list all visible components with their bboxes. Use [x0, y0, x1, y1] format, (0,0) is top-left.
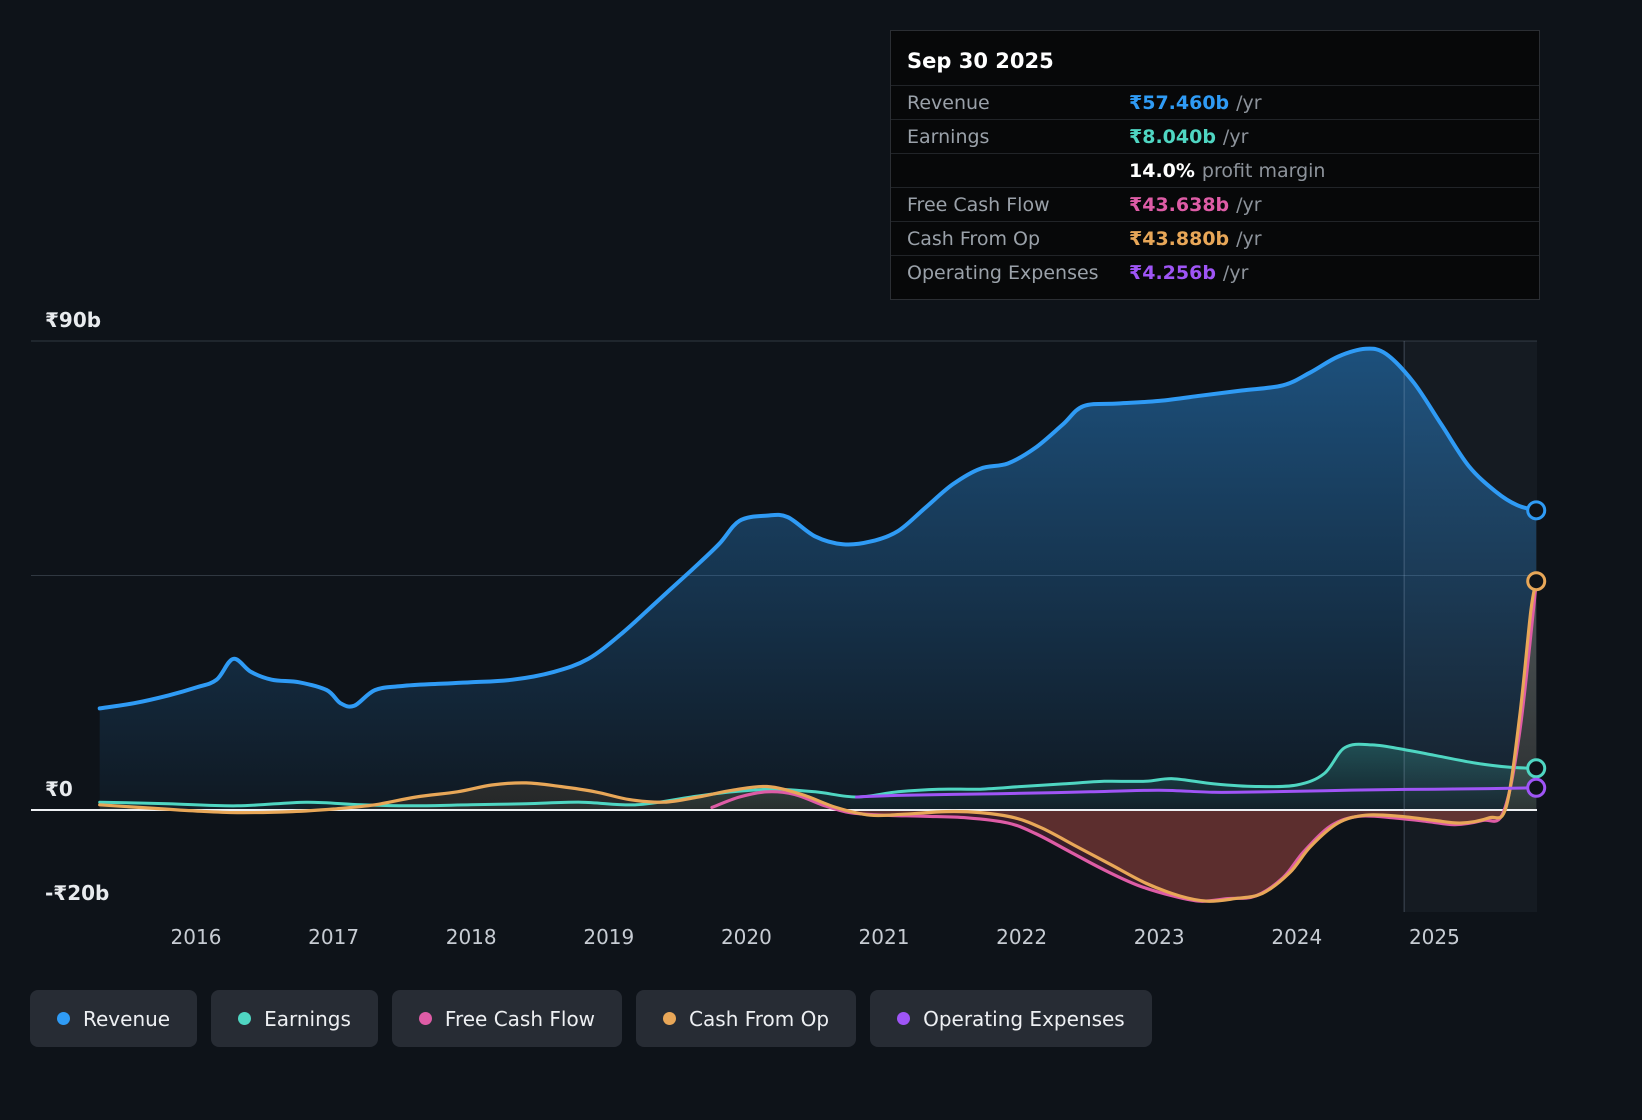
x-tick-label: 2019 [583, 925, 634, 949]
operating-expenses-line [855, 786, 1538, 799]
legend-label: Cash From Op [689, 1006, 830, 1031]
free-cash-flow-dot-icon [418, 1012, 432, 1025]
tooltip-value-suffix: /yr [1236, 91, 1262, 114]
x-tick-label: 2017 [308, 925, 359, 949]
tooltip-row-value: ₹4.256b/yr [1129, 262, 1523, 284]
x-tick-label: 2020 [721, 925, 772, 949]
tooltip-row-label: Cash From Op [907, 227, 1041, 250]
y-tick-label: -₹20b [45, 881, 109, 905]
legend-item-revenue[interactable]: Revenue [30, 990, 198, 1047]
tooltip-row-operating-expenses: Operating Expenses ₹4.256b/yr [891, 255, 1539, 289]
tooltip-row-value: ₹43.638b/yr [1129, 194, 1523, 216]
tooltip-value-number: ₹43.880b [1129, 227, 1230, 250]
tooltip-value-number: 14.0% [1129, 159, 1195, 182]
legend-item-operating-expenses[interactable]: Operating Expenses [870, 990, 1152, 1047]
tooltip-row-profit-margin: 14.0% profit margin [891, 153, 1539, 187]
tooltip-value-suffix: /yr [1222, 261, 1249, 284]
tooltip-value-number: ₹4.256b [1129, 261, 1216, 284]
legend-label: Free Cash Flow [444, 1006, 596, 1031]
legend-label: Revenue [83, 1006, 171, 1031]
revenue-endpoint-marker [1526, 500, 1547, 521]
tooltip-row-label: Operating Expenses [907, 261, 1099, 284]
tooltip-value-suffix: profit margin [1201, 159, 1326, 182]
legend-label: Operating Expenses [923, 1006, 1125, 1031]
chart-legend: Revenue Earnings Free Cash Flow Cash Fro… [30, 990, 1152, 1047]
tooltip-date: Sep 30 2025 [907, 49, 1054, 73]
revenue-dot-icon [57, 1012, 70, 1025]
revenue-line [97, 346, 1539, 711]
y-tick-label: ₹90b [45, 308, 101, 332]
operating-expenses-endpoint-marker [1526, 777, 1547, 798]
legend-item-free-cash-flow[interactable]: Free Cash Flow [391, 990, 623, 1047]
y-tick-label: ₹0 [45, 777, 73, 801]
x-tick-label: 2016 [171, 925, 222, 949]
tooltip-value-number: ₹43.638b [1129, 193, 1230, 216]
tooltip-row-value: 14.0% profit margin [1129, 160, 1523, 182]
earnings-line [98, 742, 1538, 808]
tooltip-row-value: ₹43.880b/yr [1129, 228, 1523, 250]
operating-expenses-dot-icon [897, 1012, 911, 1025]
tooltip-value-suffix: /yr [1236, 193, 1262, 216]
x-tick-label: 2022 [996, 925, 1047, 949]
legend-item-earnings[interactable]: Earnings [211, 990, 378, 1047]
tooltip-row-value: ₹57.460b/yr [1129, 92, 1523, 114]
tooltip-row-earnings: Earnings ₹8.040b/yr [891, 119, 1539, 153]
cash-from-op-endpoint-marker [1526, 571, 1547, 592]
tooltip-value-suffix: /yr [1236, 227, 1262, 250]
tooltip-row-free-cash-flow: Free Cash Flow ₹43.638b/yr [891, 187, 1539, 221]
cash-from-op-line [98, 579, 1538, 903]
tooltip-value-number: ₹57.460b [1129, 91, 1230, 114]
x-tick-label: 2025 [1409, 925, 1460, 949]
x-tick-label: 2018 [446, 925, 497, 949]
legend-label: Earnings [264, 1006, 351, 1031]
tooltip-row-value: ₹8.040b/yr [1129, 126, 1523, 148]
earnings-endpoint-marker [1526, 758, 1547, 779]
x-tick-label: 2024 [1271, 925, 1322, 949]
cash-from-op-dot-icon [663, 1012, 677, 1025]
x-tick-label: 2023 [1134, 925, 1185, 949]
tooltip-row-label: Free Cash Flow [907, 193, 1050, 216]
earnings-dot-icon [238, 1012, 252, 1025]
tooltip-row-label: Revenue [907, 91, 990, 114]
tooltip-row-revenue: Revenue ₹57.460b/yr [891, 85, 1539, 119]
tooltip-row-cash-from-op: Cash From Op ₹43.880b/yr [891, 221, 1539, 255]
tooltip-value-number: ₹8.040b [1129, 125, 1216, 148]
x-tick-label: 2021 [859, 925, 910, 949]
chart-tooltip: Sep 30 2025 Revenue ₹57.460b/yr Earnings… [890, 30, 1540, 300]
tooltip-row-label: Earnings [907, 125, 990, 148]
tooltip-value-suffix: /yr [1222, 125, 1249, 148]
legend-item-cash-from-op[interactable]: Cash From Op [636, 990, 857, 1047]
